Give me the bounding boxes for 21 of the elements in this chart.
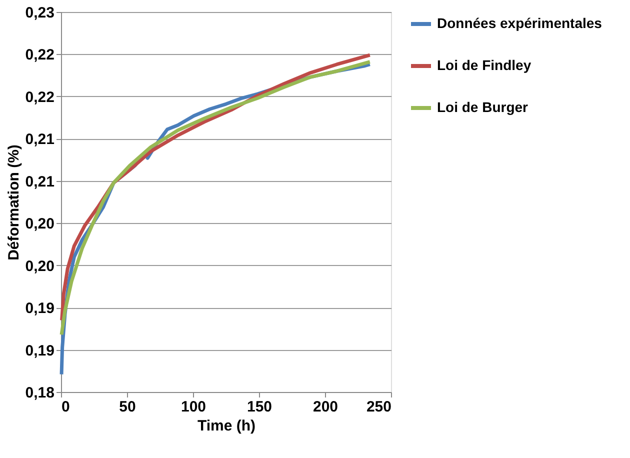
y-tick-label: 0,19 [25, 300, 54, 318]
legend-label: Loi de Findley [437, 57, 532, 73]
x-axis-title: Time (h) [197, 418, 256, 434]
y-tick-label: 0,23 [25, 4, 54, 22]
x-tick-label: 250 [366, 398, 392, 416]
y-tick-label: 0,18 [25, 384, 54, 402]
x-tick-label: 100 [180, 398, 206, 416]
y-axis-title: Déformation (%) [5, 144, 22, 260]
y-tick-label: 0,21 [25, 131, 54, 148]
x-tick-label: 200 [312, 398, 338, 416]
y-tick-label: 0,21 [25, 173, 54, 190]
x-tick-label: 0 [62, 398, 70, 416]
x-tick-label: 150 [246, 398, 272, 416]
legend-label: Données expérimentales [437, 15, 602, 31]
y-tick-label: 0,22 [25, 88, 54, 106]
y-tick-label: 0,20 [25, 216, 54, 233]
y-tick-label: 0,22 [25, 46, 54, 64]
y-tick-label: 0,19 [25, 342, 54, 360]
legend-label: Loi de Burger [437, 99, 529, 115]
y-tick-label: 0,20 [25, 258, 54, 275]
x-tick-label: 50 [119, 398, 136, 416]
